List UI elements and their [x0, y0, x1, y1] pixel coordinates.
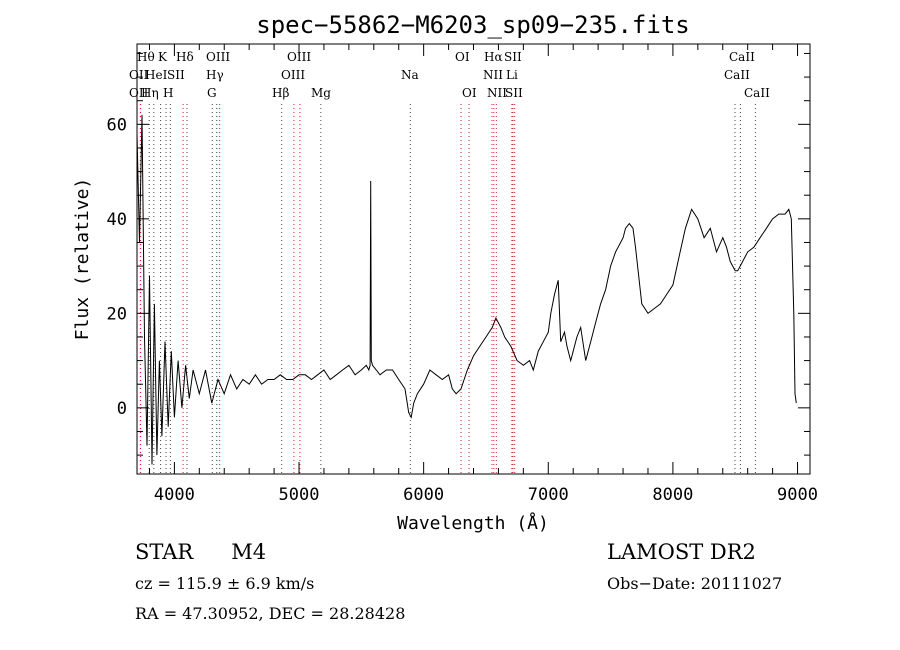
line-label-18: OI [462, 86, 477, 100]
spectrum-line [136, 114, 797, 465]
chart-title: spec−55862−M6203_sp09−235.fits [256, 11, 689, 39]
line-label-3: K [158, 50, 168, 64]
line-label-1: Hθ [137, 50, 155, 64]
y-tick-label-1: 20 [107, 304, 127, 324]
line-label-6: SII [167, 68, 185, 82]
axis-ticks: 4000 5000 6000 7000 8000 9000 0 20 40 60 [107, 44, 818, 505]
x-tick-label-1: 5000 [279, 485, 320, 505]
line-label-26: CaII [724, 68, 750, 82]
line-label-13: OIII [281, 68, 305, 82]
coordinates: RA = 47.30952, DEC = 28.28428 [135, 604, 406, 623]
x-tick-label-0: 4000 [154, 485, 195, 505]
line-label-15: Mg [311, 86, 331, 100]
x-tick-label-3: 7000 [528, 485, 569, 505]
x-tick-label-2: 6000 [403, 485, 444, 505]
line-label-16: Na [401, 68, 419, 82]
line-label-22: Li [506, 68, 518, 82]
line-label-0: OII [129, 86, 149, 100]
object-subclass: M4 [231, 540, 267, 564]
line-label-27: CaII [744, 86, 770, 100]
line-label-10: Hγ [206, 68, 224, 82]
line-label-25: CaII [729, 50, 755, 64]
line-label-17: OI [455, 50, 470, 64]
redshift-velocity: cz = 115.9 ± 6.9 km/s [135, 574, 315, 593]
line-label-21: NII [483, 68, 503, 82]
object-type: STAR [135, 540, 194, 564]
line-label-19: Hα [484, 50, 503, 64]
survey-name: LAMOST DR2 [607, 540, 756, 564]
x-axis-label: Wavelength (Å) [397, 512, 549, 534]
line-label-24: SII [505, 86, 523, 100]
line-label-8: Hδ [176, 50, 194, 64]
x-tick-label-5: 9000 [777, 485, 818, 505]
y-tick-label-3: 60 [107, 115, 127, 135]
plot-frame [136, 43, 811, 475]
observation-date: Obs−Date: 20111027 [607, 574, 783, 593]
line-label-5: HeI [145, 68, 168, 82]
line-label-2: OII [129, 68, 149, 82]
y-tick-label-2: 40 [107, 210, 127, 230]
line-label-23: NII [487, 86, 507, 100]
line-label-12: OIII [287, 50, 311, 64]
line-label-4: Hη [141, 86, 159, 100]
line-label-7: H [163, 86, 173, 100]
object-classification: STAR M4 [135, 540, 266, 564]
line-label-20: SII [504, 50, 522, 64]
y-tick-label-0: 0 [117, 399, 127, 419]
line-label-9: OIII [206, 50, 230, 64]
line-label-14: Hβ [272, 86, 289, 100]
line-label-11: G [207, 86, 217, 100]
x-tick-label-4: 8000 [652, 485, 693, 505]
y-axis-label: Flux (relative) [72, 178, 93, 341]
